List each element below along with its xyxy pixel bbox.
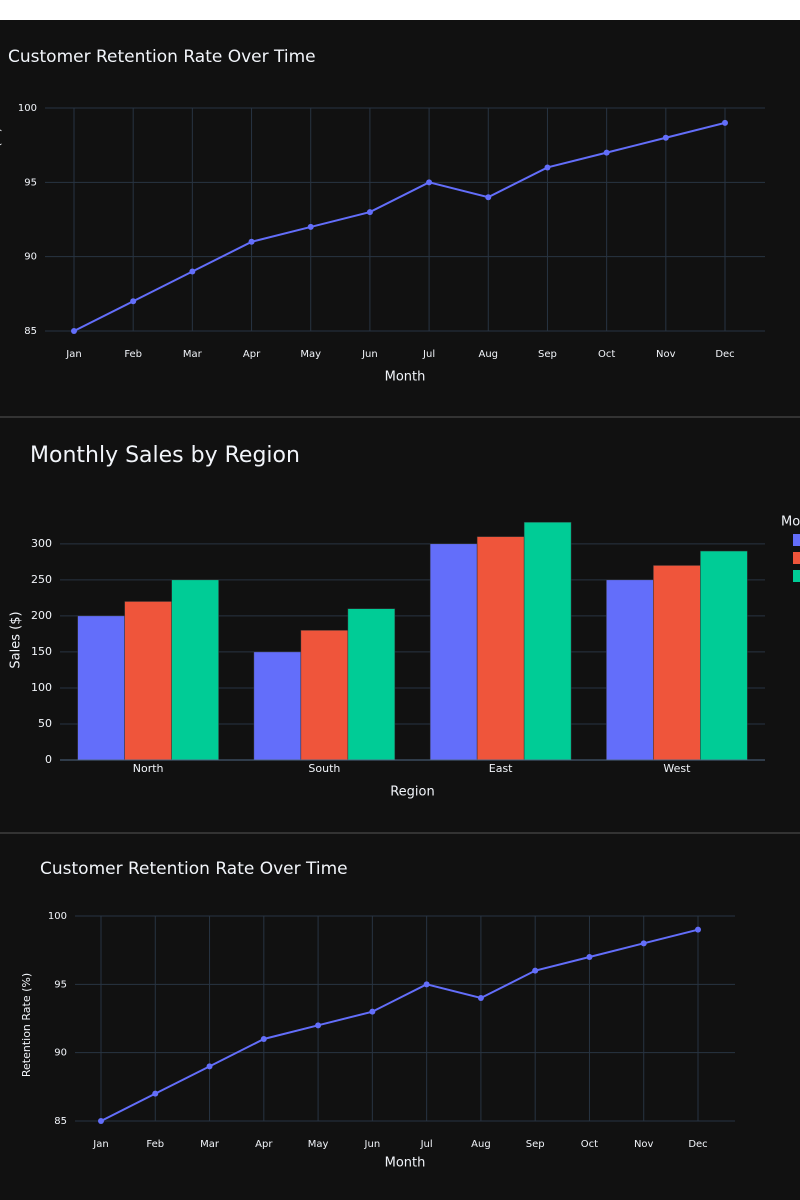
bar xyxy=(347,608,396,761)
x-tick-label: Aug xyxy=(479,349,499,360)
point xyxy=(71,328,77,334)
x-tick-label: Jul xyxy=(422,349,435,360)
x-tick-label: Oct xyxy=(581,1139,598,1150)
bar xyxy=(700,550,748,761)
y-tick-label: 300 xyxy=(31,537,52,550)
x-axis-title: Month xyxy=(385,1156,426,1171)
point xyxy=(98,1118,104,1124)
x-tick-label: West xyxy=(663,762,691,775)
point xyxy=(603,149,610,156)
x-tick-label: Jul xyxy=(420,1139,433,1150)
legend-swatch xyxy=(793,570,800,582)
y-axis-title: Retention Rate (%) xyxy=(20,973,33,1077)
point xyxy=(586,954,593,960)
legend-swatch xyxy=(793,552,800,564)
y-tick-label: 90 xyxy=(24,252,37,263)
y-tick-label: 100 xyxy=(18,103,37,114)
y-axis-title: Retention Rate (%) xyxy=(0,128,3,232)
x-tick-label: Nov xyxy=(634,1139,654,1150)
legend-title: Month xyxy=(781,515,800,530)
x-tick-label: Apr xyxy=(243,349,261,360)
x-tick-label: Nov xyxy=(656,349,676,360)
line xyxy=(73,121,726,332)
x-tick-label: Mar xyxy=(200,1139,220,1150)
x-tick-label: Apr xyxy=(255,1139,273,1150)
bar xyxy=(429,543,478,761)
bar xyxy=(653,565,701,761)
point xyxy=(695,926,701,933)
x-tick-label: Dec xyxy=(688,1139,707,1150)
x-tick-label: Sep xyxy=(538,349,557,360)
chart-title: Customer Retention Rate Over Time xyxy=(8,47,316,67)
x-tick-label: Sep xyxy=(526,1139,545,1150)
bar xyxy=(253,651,302,761)
y-tick-label: 85 xyxy=(54,1116,67,1127)
y-tick-label: 100 xyxy=(31,681,52,694)
x-tick-label: Jun xyxy=(361,349,378,360)
x-tick-label: Oct xyxy=(598,349,615,360)
bar xyxy=(77,615,125,761)
x-tick-label: North xyxy=(133,762,164,775)
y-tick-label: 150 xyxy=(31,645,52,658)
line xyxy=(100,928,699,1122)
chart-title: Customer Retention Rate Over Time xyxy=(40,859,348,879)
x-tick-label: May xyxy=(300,349,321,360)
point xyxy=(315,1022,322,1029)
x-tick-label: Dec xyxy=(715,349,734,360)
x-tick-label: May xyxy=(308,1139,329,1150)
y-tick-label: 85 xyxy=(24,326,37,337)
y-tick-label: 0 xyxy=(45,753,52,766)
point xyxy=(477,995,484,1001)
point xyxy=(485,194,492,201)
point xyxy=(152,1090,159,1097)
x-tick-label: Jan xyxy=(92,1139,108,1150)
legend-swatch xyxy=(793,534,800,546)
point xyxy=(130,298,137,305)
x-tick-label: Feb xyxy=(124,349,142,360)
bar xyxy=(523,521,572,761)
y-tick-label: 90 xyxy=(54,1048,67,1059)
x-axis-title: Region xyxy=(390,785,435,800)
point xyxy=(423,981,430,988)
y-tick-label: 50 xyxy=(38,717,52,730)
y-axis-title: Sales ($) xyxy=(9,611,24,668)
y-tick-label: 95 xyxy=(54,979,67,990)
x-tick-label: Aug xyxy=(471,1139,491,1150)
point xyxy=(722,119,728,126)
x-tick-label: South xyxy=(308,762,340,775)
point xyxy=(248,238,255,245)
y-tick-label: 95 xyxy=(24,177,37,188)
point xyxy=(366,209,373,216)
bar xyxy=(124,601,172,761)
bar xyxy=(476,536,525,761)
point xyxy=(532,967,539,974)
bar xyxy=(606,579,654,761)
point xyxy=(307,223,314,230)
x-tick-label: East xyxy=(489,762,513,775)
chart-title: Monthly Sales by Region xyxy=(30,443,300,468)
y-tick-label: 100 xyxy=(48,911,67,922)
point xyxy=(206,1063,213,1070)
x-tick-label: Jan xyxy=(65,349,81,360)
x-tick-label: Jun xyxy=(364,1139,381,1150)
point xyxy=(640,940,647,947)
x-tick-label: Mar xyxy=(183,349,203,360)
point xyxy=(426,179,433,186)
point xyxy=(369,1008,376,1015)
x-axis-title: Month xyxy=(385,370,426,385)
x-tick-label: Feb xyxy=(146,1139,164,1150)
point xyxy=(662,134,669,141)
point xyxy=(544,164,551,171)
bar xyxy=(171,579,219,761)
y-tick-label: 200 xyxy=(31,609,52,622)
point xyxy=(260,1036,267,1042)
bar xyxy=(300,630,349,761)
point xyxy=(189,268,196,275)
y-tick-label: 250 xyxy=(31,573,52,586)
